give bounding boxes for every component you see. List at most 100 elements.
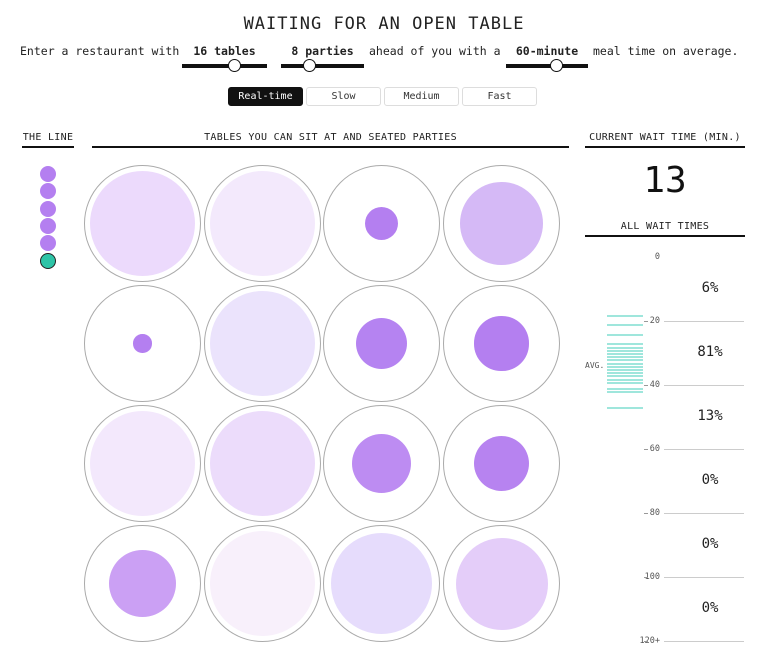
observed-wait-mark <box>607 391 643 394</box>
parties-slider[interactable] <box>281 59 364 72</box>
wait-axis-gridline <box>664 449 744 450</box>
wait-bucket-percentage: 13% <box>697 408 723 424</box>
waiting-party-dot <box>40 235 56 252</box>
wait-bucket-percentage: 0% <box>701 600 719 616</box>
tables-rule <box>92 146 569 148</box>
wait-axis-gridline <box>664 321 744 322</box>
seated-party <box>89 170 196 277</box>
wait-axis-gridline <box>664 513 744 514</box>
wait-bucket-percentage: 0% <box>701 536 719 552</box>
restaurant-table <box>323 285 440 402</box>
observed-wait-mark <box>607 362 643 365</box>
restaurant-table <box>204 165 321 282</box>
restaurant-table <box>84 525 201 642</box>
observed-wait-mark <box>607 381 643 384</box>
mealtime-slider[interactable] <box>506 59 588 72</box>
speed-medium-button[interactable]: Medium <box>384 87 459 106</box>
the-line-rule <box>22 146 74 148</box>
speed-slow-button[interactable]: Slow <box>306 87 381 106</box>
waiting-party-dot <box>40 166 56 182</box>
restaurant-table <box>84 165 201 282</box>
speed-fast-button[interactable]: Fast <box>462 87 537 106</box>
wait-axis-tick-label: 80 <box>649 508 660 518</box>
wait-axis-tick-mark <box>644 641 648 642</box>
parties-value: 8 parties <box>291 44 354 58</box>
observed-wait-mark <box>607 369 643 371</box>
seated-party <box>351 433 412 494</box>
seated-party <box>209 170 316 277</box>
current-wait-value: 13 <box>643 160 687 201</box>
waiting-party-dot <box>40 200 56 217</box>
restaurant-table <box>443 525 560 642</box>
wait-axis-gridline <box>664 385 744 386</box>
wait-axis-tick-label: 20 <box>649 316 660 326</box>
you-in-line-dot <box>40 252 56 269</box>
tables-slider-knob[interactable] <box>228 59 242 72</box>
controls-mid-text: ahead of you with a <box>369 44 501 58</box>
all-wait-times-heading: ALL WAIT TIMES <box>620 221 710 232</box>
controls-prefix: Enter a restaurant with <box>20 44 180 58</box>
mealtime-slider-knob[interactable] <box>550 59 564 72</box>
restaurant-table <box>84 285 201 402</box>
observed-wait-mark <box>607 333 643 336</box>
wait-axis-tick-mark <box>644 449 648 450</box>
observed-wait-mark <box>607 388 643 391</box>
observed-wait-mark <box>607 346 643 349</box>
wait-axis-tick-mark <box>644 577 648 578</box>
wait-axis-tick-label: 100 <box>644 572 660 582</box>
wait-axis-tick-label: 0 <box>654 252 660 262</box>
seated-party <box>209 410 316 517</box>
observed-wait-mark <box>607 378 643 381</box>
speed-selector: Real-time Slow Medium Fast <box>228 87 537 106</box>
restaurant-table <box>323 525 440 642</box>
seated-party <box>133 334 152 353</box>
restaurant-table <box>443 165 560 282</box>
observed-wait-mark <box>607 365 643 368</box>
observed-wait-mark <box>607 353 643 355</box>
current-wait-rule <box>585 146 745 148</box>
waiting-party-dot <box>40 217 56 234</box>
seated-party <box>108 549 177 618</box>
tables-slider[interactable] <box>182 59 267 72</box>
the-line-heading: THE LINE <box>22 132 74 143</box>
current-wait-heading: CURRENT WAIT TIME (MIN.) <box>589 132 741 143</box>
restaurant-table <box>84 405 201 522</box>
seated-party <box>209 530 316 637</box>
observed-wait-mark <box>607 314 643 317</box>
parties-slider-knob[interactable] <box>302 59 316 72</box>
observed-wait-mark <box>607 324 643 327</box>
restaurant-table <box>204 405 321 522</box>
observed-wait-mark <box>607 372 643 375</box>
seated-party <box>355 317 408 370</box>
seated-party <box>330 532 433 635</box>
wait-axis-tick-label: 120+ <box>639 636 660 646</box>
wait-axis-tick-mark <box>644 385 648 386</box>
tables-value: 16 tables <box>193 44 256 58</box>
seated-party <box>364 206 399 241</box>
seated-party <box>474 316 529 371</box>
observed-wait-mark <box>607 359 643 362</box>
wait-axis-tick-label: 60 <box>649 444 660 454</box>
restaurant-table <box>204 285 321 402</box>
wait-axis-gridline <box>664 641 744 642</box>
wait-axis-tick-mark <box>644 513 648 514</box>
wait-bucket-percentage: 81% <box>697 344 723 360</box>
observed-wait-mark <box>607 375 643 378</box>
wait-axis-tick-label: 40 <box>649 380 660 390</box>
controls-suffix: meal time on average. <box>593 44 739 58</box>
waiting-party-dot <box>40 183 56 200</box>
restaurant-table <box>204 525 321 642</box>
restaurant-table <box>323 165 440 282</box>
restaurant-table <box>443 285 560 402</box>
wait-axis-tick-mark <box>644 321 648 322</box>
mealtime-value: 60-minute <box>515 44 579 58</box>
wait-axis-gridline <box>664 577 744 578</box>
speed-realtime-button[interactable]: Real-time <box>228 87 303 106</box>
seated-party <box>460 182 543 265</box>
observed-wait-mark <box>607 349 643 352</box>
seated-party <box>209 290 316 397</box>
restaurant-table <box>323 405 440 522</box>
wait-bucket-percentage: 6% <box>701 280 719 296</box>
seated-party <box>473 435 530 492</box>
average-wait-label: AVG. <box>585 360 605 370</box>
